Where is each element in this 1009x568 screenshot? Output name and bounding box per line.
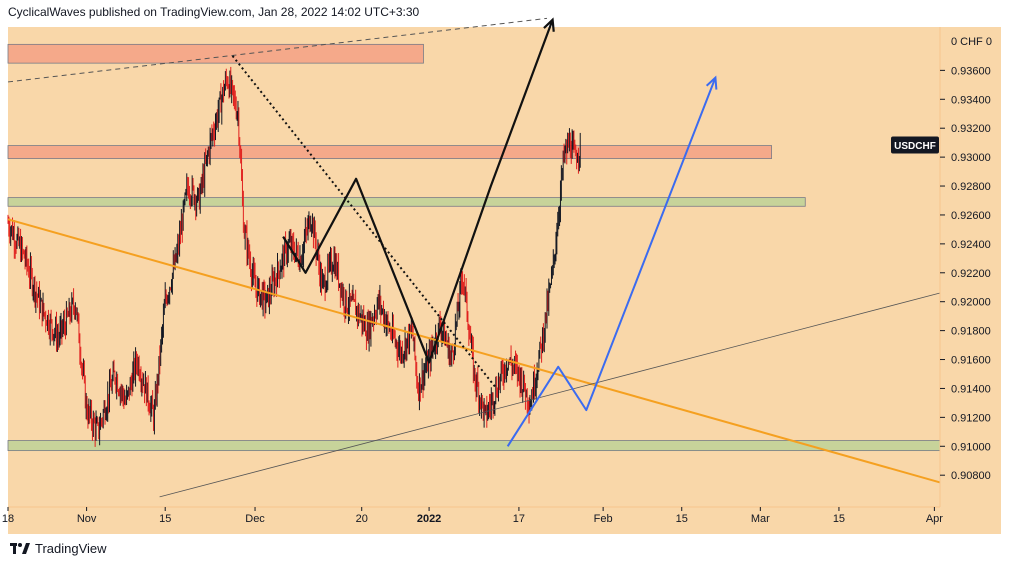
price-tick-label: 0.92000 xyxy=(951,297,991,309)
price-tick-label: 0.91400 xyxy=(951,383,991,395)
arrowhead-head-shoulders-pattern xyxy=(543,17,555,32)
zone-resistance-top xyxy=(7,43,424,64)
time-tick-label: 2022 xyxy=(417,513,441,525)
price-tick-label: 0.92600 xyxy=(951,210,991,222)
time-tick-label: Feb xyxy=(594,513,613,525)
price-tick-label: 0.93600 xyxy=(951,65,991,77)
line-orange-trendline xyxy=(7,218,941,484)
price-tick-label: 0.91800 xyxy=(951,326,991,338)
time-tick-label: 15 xyxy=(676,513,688,525)
symbol-badge-bg xyxy=(891,136,939,154)
symbol-badge-label: USDCHF xyxy=(894,141,936,152)
price-chart[interactable]: 0 CHF 0 0.93600 0.93400 0.93200 0.93000 0.92… xyxy=(0,0,1009,535)
time-tick-label: Dec xyxy=(245,513,265,525)
price-tick-label: 0.90800 xyxy=(951,470,991,482)
price-tick-label: 0.91000 xyxy=(951,441,991,453)
line-rising-thin xyxy=(159,292,941,498)
line-blue-projection xyxy=(506,77,717,447)
time-axis[interactable]: 18 Nov 15 Dec 20 2022 17 Feb 15 Mar 15 Apr xyxy=(2,506,943,525)
time-tick-label: 17 xyxy=(513,513,525,525)
line-dotted-downtrend xyxy=(231,55,498,390)
zone-resistance xyxy=(7,145,772,159)
price-scale-header: 0 CHF 0 xyxy=(951,36,992,48)
time-tick-label: Mar xyxy=(751,513,770,525)
zone-support-mid xyxy=(7,197,806,207)
line-head-shoulders-pattern xyxy=(282,19,554,364)
price-tick-label: 0.92400 xyxy=(951,239,991,251)
publisher-caption: CyclicalWaves published on TradingView.c… xyxy=(8,5,420,19)
price-tick-label: 0.92200 xyxy=(951,268,991,280)
arrowhead-blue-projection xyxy=(705,75,718,90)
time-tick-label: 18 xyxy=(2,513,14,525)
time-tick-label: 15 xyxy=(833,513,845,525)
last-price-badge: USDCHF xyxy=(891,136,939,154)
time-tick-label: 15 xyxy=(159,513,171,525)
price-tick-label: 0.92800 xyxy=(951,181,991,193)
footer: TradingView xyxy=(10,541,107,556)
price-tick-label: 0.91200 xyxy=(951,412,991,424)
line-upper-dashed xyxy=(7,17,548,83)
price-tick-label: 0.93000 xyxy=(951,152,991,164)
price-tick-label: 0.91600 xyxy=(951,355,991,367)
price-tick-label: 0.93400 xyxy=(951,94,991,106)
time-tick-label: Nov xyxy=(77,513,97,525)
footer-brand: TradingView xyxy=(35,541,107,556)
price-scale[interactable]: 0 CHF 0 0.93600 0.93400 0.93200 0.93000 0.92… xyxy=(939,27,992,507)
price-tick-label: 0.93200 xyxy=(951,123,991,135)
drawings-layer xyxy=(7,17,941,498)
time-tick-label: Apr xyxy=(926,513,943,525)
time-tick-label: 20 xyxy=(356,513,368,525)
tradingview-logo-icon xyxy=(10,542,30,554)
candles-layer xyxy=(7,66,581,447)
